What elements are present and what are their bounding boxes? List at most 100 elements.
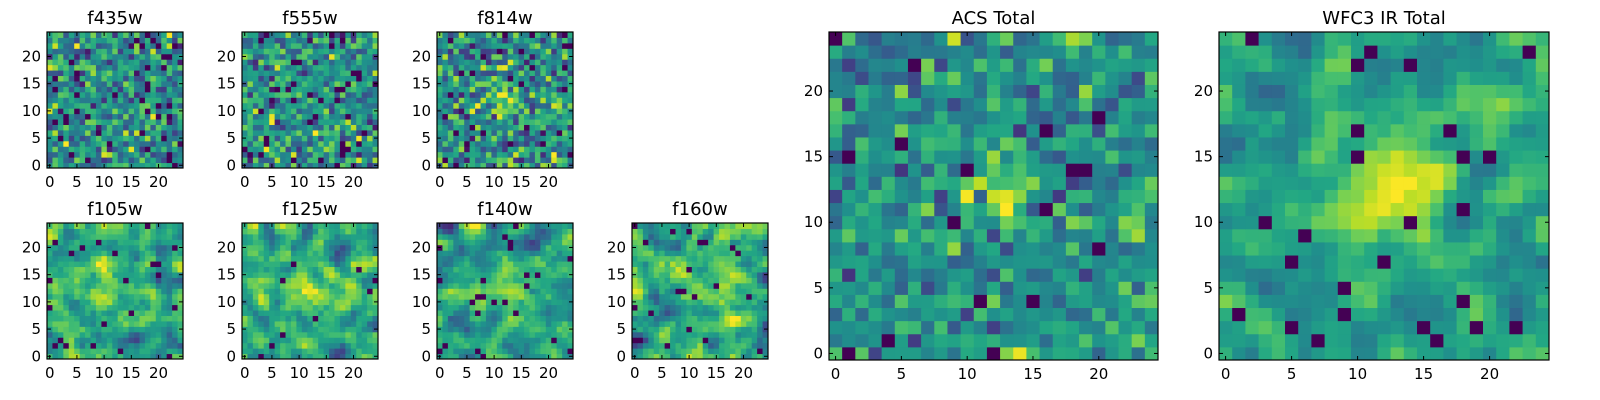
heatmap-cell — [442, 59, 449, 66]
heatmap-cell — [345, 255, 352, 262]
heatmap-cell — [323, 113, 330, 120]
heatmap-cell — [301, 162, 308, 169]
heatmap-cell — [155, 80, 162, 87]
heatmap-cells — [829, 32, 1159, 361]
heatmap-cell — [334, 140, 341, 147]
heatmap-cell — [551, 282, 558, 289]
heatmap-cell — [247, 119, 254, 125]
heatmap-cell — [52, 151, 59, 158]
heatmap-cell — [101, 151, 108, 158]
heatmap-cell — [480, 129, 487, 136]
heatmap-cell — [480, 151, 487, 158]
heatmap-cell — [562, 331, 569, 338]
heatmap-cell — [361, 86, 368, 93]
heatmap-cell — [323, 146, 330, 153]
heatmap-cell — [921, 346, 935, 361]
heatmap-cell — [524, 299, 530, 306]
heatmap-cell — [161, 342, 168, 349]
heatmap-cell — [85, 288, 92, 295]
heatmap-cell — [90, 37, 97, 44]
heatmap-cell — [894, 150, 909, 164]
heatmap-cell — [155, 86, 162, 93]
heatmap-cell — [95, 75, 102, 82]
heatmap-cell — [529, 135, 536, 142]
x-tick-label: 15 — [122, 364, 141, 382]
heatmap-cell — [172, 135, 179, 142]
heatmap-cell — [57, 53, 64, 60]
heatmap-cell — [729, 233, 736, 240]
heatmap-cell — [150, 108, 157, 115]
heatmap-cell — [1131, 294, 1146, 309]
heatmap-cell — [318, 113, 325, 120]
heatmap-cell — [172, 315, 179, 322]
heatmap-cell — [475, 271, 482, 278]
heatmap-cell — [290, 70, 297, 77]
heatmap-cell — [74, 108, 81, 115]
heatmap-cell — [258, 91, 265, 98]
heatmap-cell — [702, 348, 709, 355]
heatmap-cell — [751, 255, 758, 262]
heatmap-cell — [290, 151, 297, 158]
heatmap-cell — [123, 70, 130, 77]
heatmap-cell — [68, 282, 75, 289]
heatmap-cell — [475, 59, 482, 66]
heatmap-cell — [172, 48, 179, 55]
heatmap-cell — [339, 162, 346, 169]
heatmap-cell — [447, 244, 454, 251]
heatmap-cell — [74, 271, 81, 278]
heatmap-cell — [74, 97, 81, 104]
heatmap-cell — [263, 244, 270, 251]
heatmap-cell — [480, 157, 487, 164]
heatmap-cell — [1039, 333, 1054, 348]
heatmap-cell — [242, 239, 248, 246]
heatmap-cell — [258, 304, 265, 311]
heatmap-cell — [1131, 176, 1146, 190]
heatmap-cell — [172, 282, 179, 289]
heatmap-cell — [1065, 202, 1080, 217]
heatmap-cell — [79, 119, 86, 125]
heatmap-cell — [447, 223, 454, 229]
heatmap-cell — [68, 113, 75, 120]
axes-frame — [436, 222, 574, 360]
heatmap-cell — [534, 48, 541, 55]
heatmap-cell — [442, 239, 449, 246]
heatmap-cell — [139, 293, 146, 300]
heatmap-cell — [480, 42, 487, 49]
heatmap-cell — [480, 59, 487, 66]
heatmap-cell — [469, 310, 476, 316]
heatmap-cell — [318, 223, 325, 229]
heatmap-cell — [307, 146, 314, 153]
heatmap-cell — [556, 304, 563, 311]
heatmap-cell — [540, 102, 547, 109]
heatmap-cell — [123, 223, 130, 229]
heatmap-cell — [106, 86, 113, 93]
heatmap-cell — [675, 244, 682, 251]
heatmap-cell — [529, 299, 536, 306]
heatmap-cell — [150, 293, 157, 300]
heatmap-cell — [85, 53, 92, 60]
heatmap-cell — [57, 75, 64, 82]
heatmap-cell — [491, 299, 498, 306]
heatmap-cell — [79, 288, 86, 295]
heatmap-cell — [545, 108, 552, 115]
heatmap-cell — [329, 244, 335, 251]
heatmap-cell — [518, 64, 525, 71]
heatmap-cell — [480, 304, 487, 311]
heatmap-cell — [334, 304, 341, 311]
heatmap-cell — [1052, 307, 1067, 322]
heatmap-cell — [161, 162, 168, 169]
heatmap-cell — [318, 59, 325, 66]
heatmap-cell — [68, 53, 75, 60]
heatmap-cell — [128, 42, 135, 49]
heatmap-cell — [79, 261, 86, 268]
heatmap-cell — [139, 135, 146, 142]
heatmap-cell — [556, 326, 563, 333]
heatmap-cell — [475, 102, 482, 109]
heatmap-cell — [172, 108, 179, 115]
heatmap-cell — [480, 91, 487, 98]
heatmap-cell — [507, 70, 514, 77]
heatmap-cell — [648, 320, 655, 327]
heatmap-cell — [274, 91, 281, 98]
heatmap-cell — [829, 307, 843, 322]
heatmap-cell — [648, 244, 655, 251]
